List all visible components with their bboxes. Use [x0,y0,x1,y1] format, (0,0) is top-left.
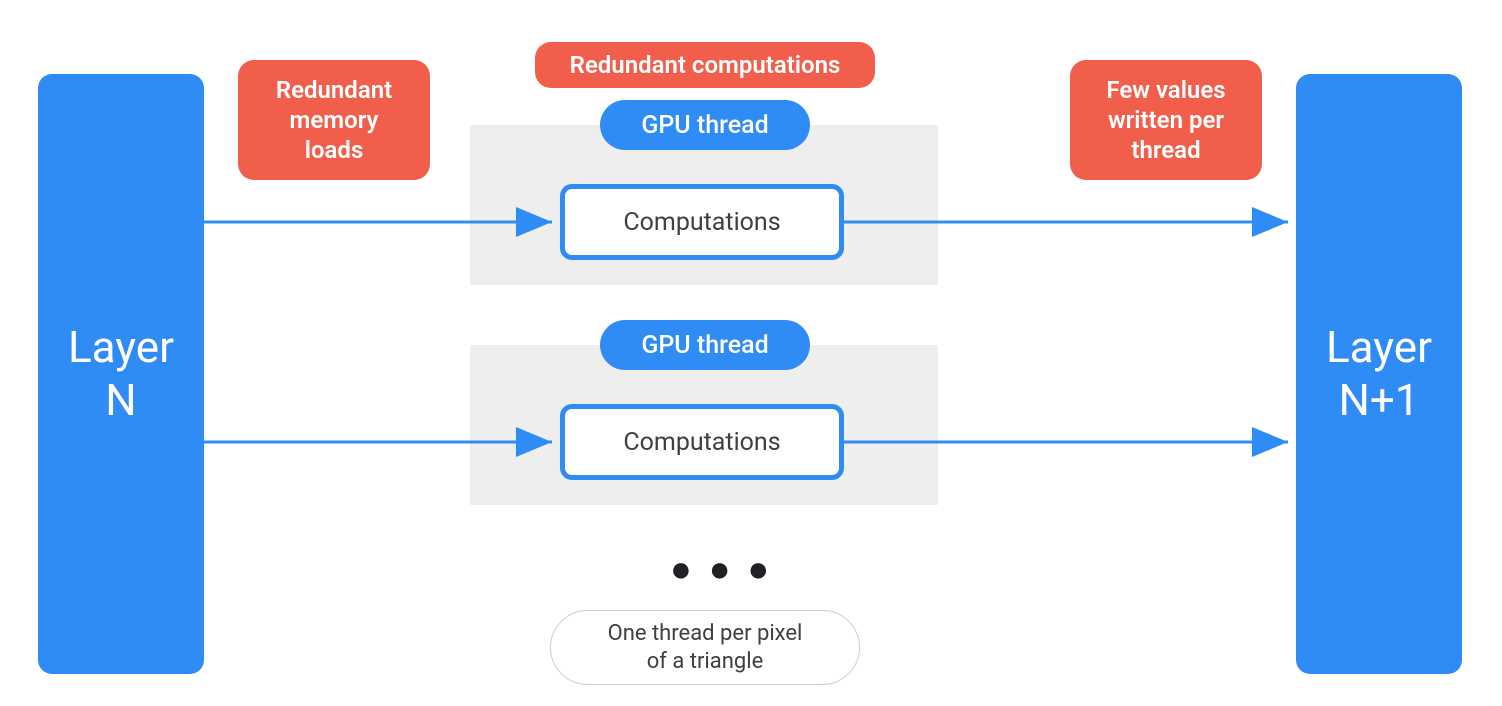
redundant-computations-text: Redundant computations [570,50,841,80]
redundant-memory-text: Redundantmemoryloads [276,75,392,165]
layer-n1-block: LayerN+1 [1296,74,1462,674]
gpu-thread-pill-2: GPU thread [600,320,810,370]
ellipsis-text: ● ● ● [670,548,773,590]
layer-n1-label: LayerN+1 [1326,321,1432,427]
gpu-thread-pill-1: GPU thread [600,100,810,150]
computations-box-2: Computations [560,404,844,480]
few-values-label: Few valueswritten perthread [1070,60,1262,180]
redundant-memory-label: Redundantmemoryloads [238,60,430,180]
gpu-thread-label-2: GPU thread [641,331,768,360]
one-thread-label: One thread per pixelof a triangle [550,610,860,685]
one-thread-text: One thread per pixelof a triangle [608,620,803,675]
arrow-out-1 [844,212,1296,232]
computations-text-2: Computations [623,428,780,457]
arrow-in-1 [204,212,560,232]
arrow-in-2 [204,432,560,452]
computations-box-1: Computations [560,184,844,260]
computations-text-1: Computations [623,208,780,237]
few-values-text: Few valueswritten perthread [1106,75,1225,165]
arrow-out-2 [844,432,1296,452]
redundant-computations-label: Redundant computations [535,42,875,88]
gpu-thread-label-1: GPU thread [641,111,768,140]
ellipsis-icon: ● ● ● [670,548,773,590]
diagram-canvas: LayerN LayerN+1 Redundantmemoryloads Red… [0,0,1502,706]
layer-n-block: LayerN [38,74,204,674]
layer-n-label: LayerN [68,321,174,427]
